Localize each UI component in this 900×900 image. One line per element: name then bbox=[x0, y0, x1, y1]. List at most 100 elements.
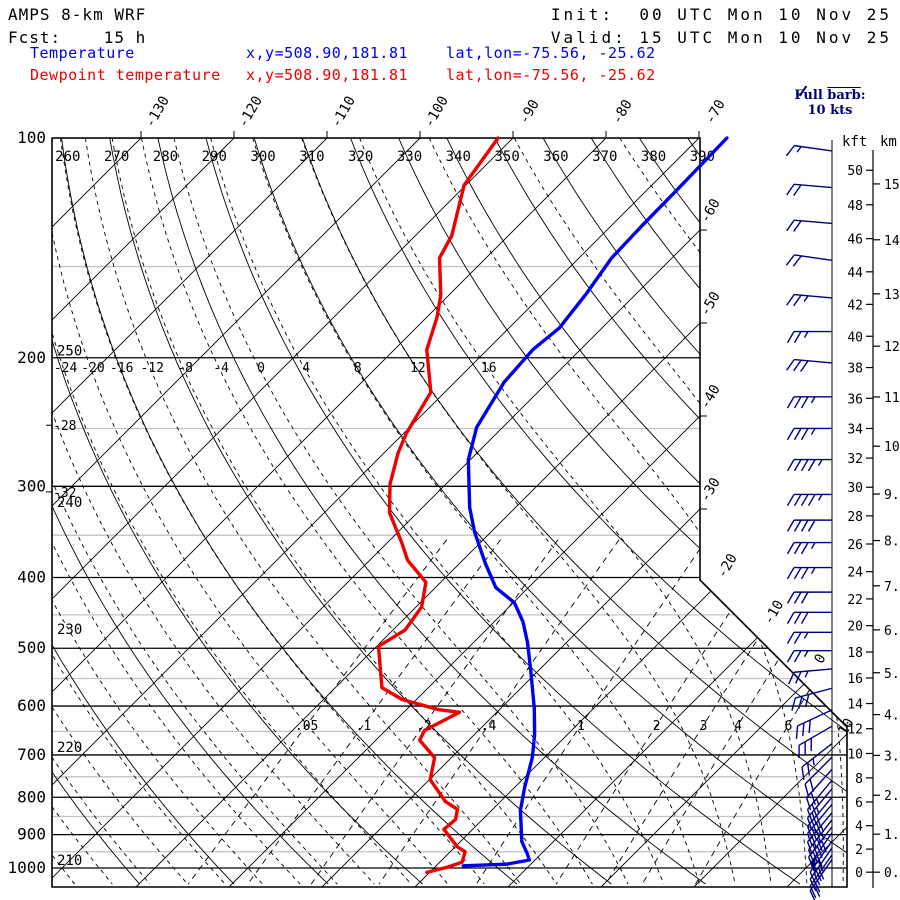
svg-text:38: 38 bbox=[847, 362, 863, 377]
svg-text:-16: -16 bbox=[110, 361, 133, 376]
svg-text:-40: -40 bbox=[697, 382, 724, 412]
svg-text:-10: -10 bbox=[761, 598, 788, 628]
svg-text:-30: -30 bbox=[697, 475, 724, 505]
svg-text:220: 220 bbox=[57, 740, 82, 756]
svg-text:34: 34 bbox=[847, 422, 863, 437]
svg-text:270: 270 bbox=[104, 149, 129, 165]
svg-text:5.: 5. bbox=[884, 667, 900, 682]
svg-text:290: 290 bbox=[202, 149, 227, 165]
plot-border bbox=[51, 137, 848, 888]
svg-text:12: 12 bbox=[847, 723, 863, 738]
svg-text:400: 400 bbox=[17, 568, 46, 587]
svg-text:240: 240 bbox=[57, 495, 82, 511]
svg-text:20: 20 bbox=[847, 620, 863, 635]
svg-text:-120: -120 bbox=[235, 93, 266, 130]
svg-text:kft: kft bbox=[842, 134, 867, 150]
svg-text:330: 330 bbox=[397, 149, 422, 165]
dewpoint-curve bbox=[376, 136, 500, 875]
svg-text:700: 700 bbox=[17, 745, 46, 764]
sounding-curves bbox=[376, 136, 729, 875]
svg-text:30: 30 bbox=[847, 481, 863, 496]
svg-text:260: 260 bbox=[55, 149, 80, 165]
svg-text:2: 2 bbox=[653, 719, 661, 734]
svg-text:-70: -70 bbox=[702, 97, 729, 127]
svg-text:250: 250 bbox=[57, 343, 82, 359]
temperature-curve bbox=[461, 136, 729, 868]
svg-text:370: 370 bbox=[592, 149, 617, 165]
init-time: Init: 00 UTC Mon 10 Nov 25 bbox=[550, 5, 892, 24]
legend-temperature-xy: x,y=508.90,181.81 bbox=[246, 44, 409, 62]
grid-lines bbox=[52, 138, 847, 887]
svg-text:1000: 1000 bbox=[7, 858, 46, 877]
svg-text:1: 1 bbox=[577, 719, 585, 734]
svg-text:50: 50 bbox=[847, 164, 863, 179]
svg-text:0.: 0. bbox=[884, 866, 900, 881]
svg-text:310: 310 bbox=[299, 149, 324, 165]
svg-text:6.: 6. bbox=[884, 624, 900, 639]
svg-text:-4: -4 bbox=[213, 361, 229, 376]
svg-text:-20: -20 bbox=[714, 551, 741, 581]
svg-text:40: 40 bbox=[847, 330, 863, 345]
svg-text:-50: -50 bbox=[697, 289, 724, 319]
svg-text:-12: -12 bbox=[140, 361, 163, 376]
svg-text:km: km bbox=[880, 134, 897, 150]
svg-text:6: 6 bbox=[855, 796, 863, 811]
svg-text:-20: -20 bbox=[81, 361, 104, 376]
svg-text:18: 18 bbox=[847, 646, 863, 661]
svg-text:360: 360 bbox=[543, 149, 568, 165]
svg-text:350: 350 bbox=[494, 149, 519, 165]
svg-text:320: 320 bbox=[348, 149, 373, 165]
svg-text:8.: 8. bbox=[884, 535, 900, 550]
svg-text:12: 12 bbox=[410, 361, 426, 376]
svg-text:200: 200 bbox=[17, 348, 46, 367]
svg-text:2: 2 bbox=[855, 843, 863, 858]
svg-text:0: 0 bbox=[257, 361, 265, 376]
svg-text:.4: .4 bbox=[481, 719, 497, 734]
svg-text:300: 300 bbox=[17, 476, 46, 495]
svg-text:900: 900 bbox=[17, 825, 46, 844]
svg-text:32: 32 bbox=[847, 452, 863, 467]
svg-text:500: 500 bbox=[17, 638, 46, 657]
svg-text:36: 36 bbox=[847, 392, 863, 407]
svg-text:42: 42 bbox=[847, 298, 863, 313]
svg-text:230: 230 bbox=[57, 622, 82, 638]
svg-text:600: 600 bbox=[17, 696, 46, 715]
svg-text:280: 280 bbox=[153, 149, 178, 165]
svg-text:-8: -8 bbox=[177, 361, 193, 376]
svg-text:48: 48 bbox=[847, 199, 863, 214]
svg-text:3.: 3. bbox=[884, 749, 900, 764]
svg-text:44: 44 bbox=[847, 266, 863, 281]
svg-text:12.: 12. bbox=[884, 340, 900, 355]
svg-text:800: 800 bbox=[17, 787, 46, 806]
svg-text:10: 10 bbox=[847, 747, 863, 762]
svg-text:11.: 11. bbox=[884, 391, 900, 406]
svg-text:-130: -130 bbox=[142, 93, 173, 130]
svg-text:-60: -60 bbox=[697, 196, 724, 226]
fcst-line: Fcst: 15 h bbox=[8, 28, 147, 47]
svg-text:14: 14 bbox=[847, 698, 863, 713]
svg-text:8: 8 bbox=[855, 772, 863, 787]
svg-text:10: 10 bbox=[835, 716, 857, 739]
legend-dewpoint-xy: x,y=508.90,181.81 bbox=[246, 66, 409, 84]
svg-text:3: 3 bbox=[700, 719, 708, 734]
svg-text:-110: -110 bbox=[328, 93, 359, 130]
legend-temperature-latlon: lat,lon=-75.56, -25.62 bbox=[446, 44, 656, 62]
svg-text:-80: -80 bbox=[609, 97, 636, 127]
svg-text:.05: .05 bbox=[295, 719, 318, 734]
altitude-axis: kft km02468101214161820222426283032343638… bbox=[842, 134, 900, 888]
legend-temperature-label: Temperature bbox=[30, 44, 135, 62]
svg-text:16: 16 bbox=[847, 672, 863, 687]
svg-text:300: 300 bbox=[250, 149, 275, 165]
svg-text:340: 340 bbox=[446, 149, 471, 165]
svg-text:0: 0 bbox=[855, 866, 863, 881]
svg-text:4: 4 bbox=[302, 361, 310, 376]
svg-text:-24: -24 bbox=[54, 361, 78, 376]
barb-legend: Full barb: 10 kts bbox=[775, 85, 885, 118]
svg-text:4: 4 bbox=[734, 719, 742, 734]
legend-dewpoint-latlon: lat,lon=-75.56, -25.62 bbox=[446, 66, 656, 84]
svg-text:28: 28 bbox=[847, 510, 863, 525]
svg-text:13.: 13. bbox=[884, 288, 900, 303]
svg-text:210: 210 bbox=[57, 853, 82, 869]
